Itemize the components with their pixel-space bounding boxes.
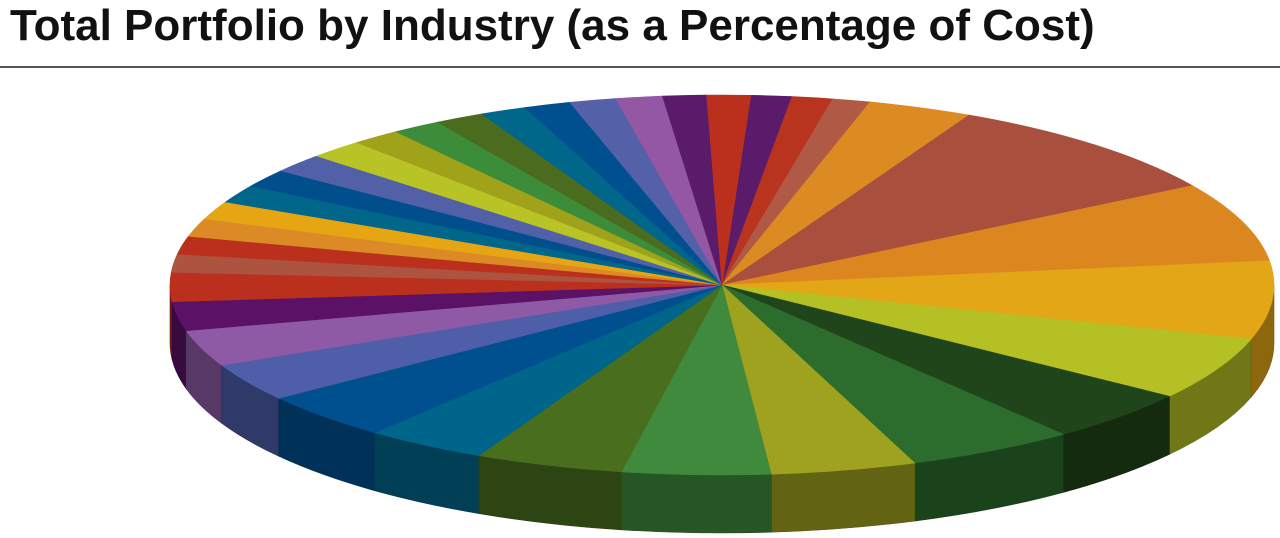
pie-slice-36	[706, 94, 752, 286]
pie-slice-5	[721, 114, 1194, 286]
pie-sides	[169, 284, 1275, 534]
pie-slice-7	[721, 260, 1275, 340]
pie-slice-6	[721, 185, 1270, 286]
pie-slice-10	[721, 284, 1065, 464]
chart-title: Total Portfolio by Industry (as a Percen…	[10, 1, 1095, 50]
pie-slice-side-12	[621, 471, 772, 534]
pie-slice-8	[721, 284, 1252, 397]
title-divider	[0, 66, 1280, 68]
pie-tops	[169, 94, 1275, 476]
